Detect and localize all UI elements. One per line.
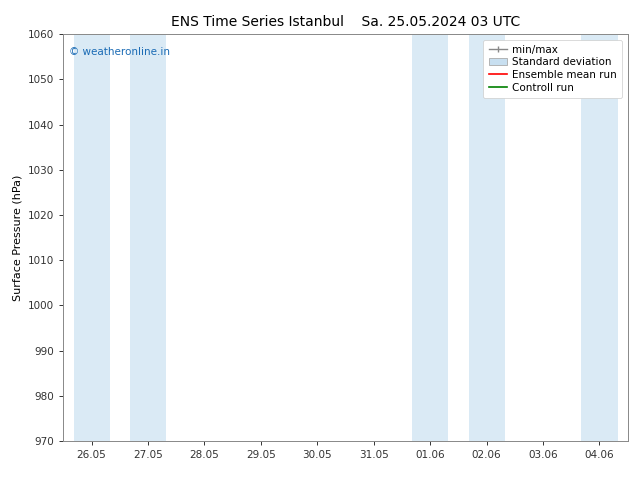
Title: ENS Time Series Istanbul    Sa. 25.05.2024 03 UTC: ENS Time Series Istanbul Sa. 25.05.2024 … [171, 15, 520, 29]
Bar [412, 34, 448, 441]
Bar [130, 34, 166, 441]
Bar [469, 34, 505, 441]
Bar [74, 34, 110, 441]
Y-axis label: Surface Pressure (hPa): Surface Pressure (hPa) [13, 174, 23, 301]
Bar [581, 34, 618, 441]
Legend: min/max, Standard deviation, Ensemble mean run, Controll run: min/max, Standard deviation, Ensemble me… [483, 40, 623, 98]
Text: © weatheronline.in: © weatheronline.in [69, 47, 170, 56]
